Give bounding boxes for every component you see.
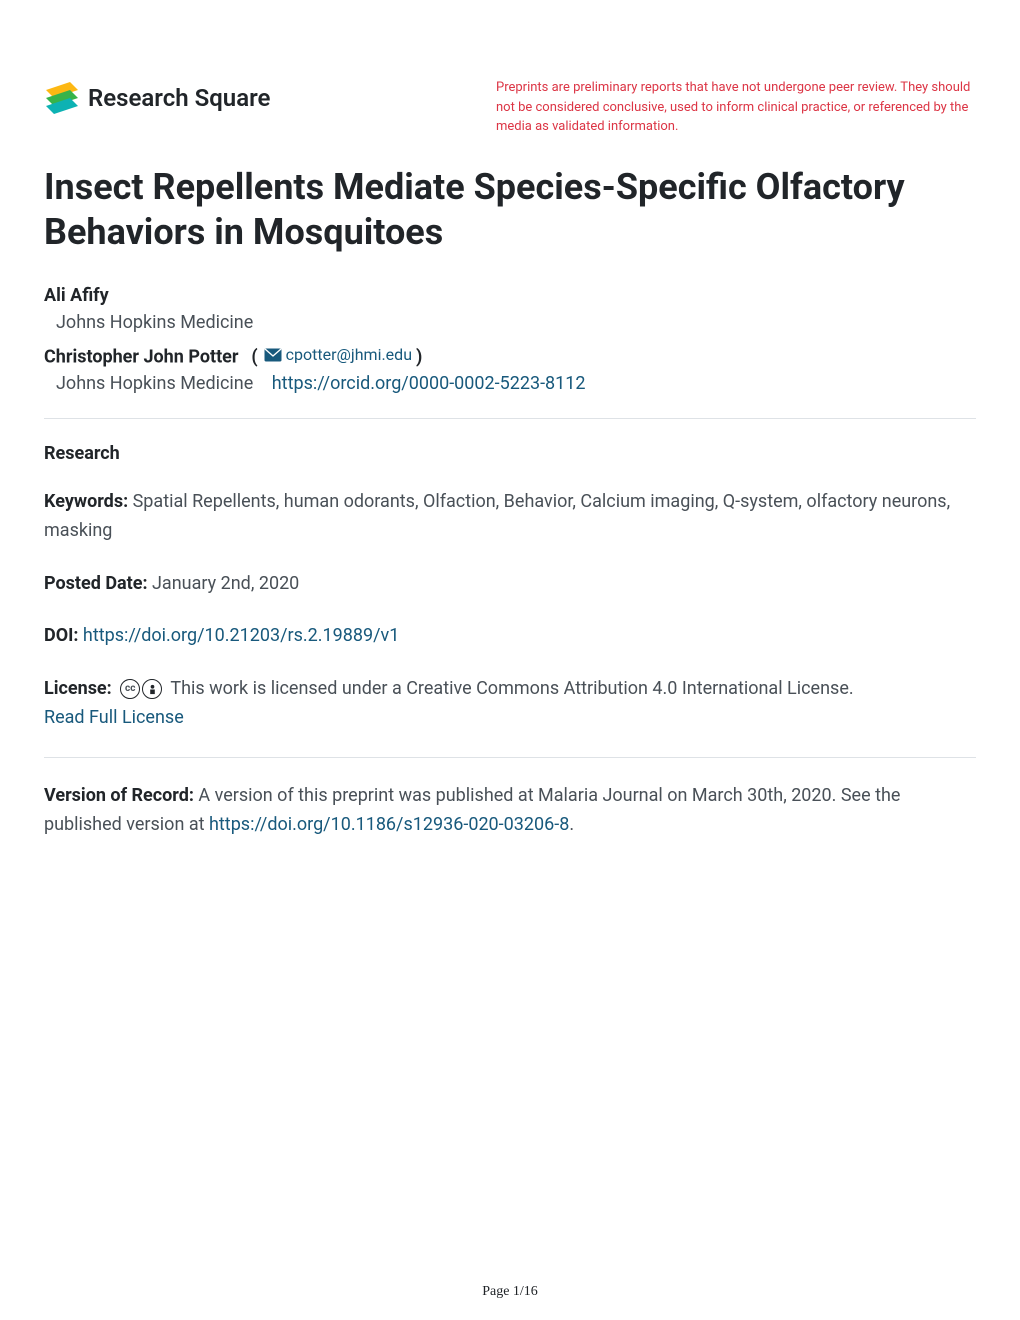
author-name: Ali Afify xyxy=(44,285,976,306)
version-text-after: . xyxy=(569,814,574,835)
brand-logo[interactable]: Research Square xyxy=(44,80,270,116)
doi-label: DOI: xyxy=(44,625,78,646)
orcid-link[interactable]: https://orcid.org/0000-0002-5223-8112 xyxy=(272,373,586,394)
doi-row: DOI: https://doi.org/10.21203/rs.2.19889… xyxy=(44,622,976,651)
version-doi-link[interactable]: https://doi.org/10.1186/s12936-020-03206… xyxy=(209,814,569,835)
license-row: License: cc This work is licensed under … xyxy=(44,675,976,733)
author-block: Ali Afify Johns Hopkins Medicine xyxy=(44,285,976,333)
page-number: Page 1/16 xyxy=(482,1284,538,1300)
license-full-link[interactable]: Read Full License xyxy=(44,707,184,728)
article-type: Research xyxy=(44,443,976,464)
keywords-row: Keywords: Spatial Repellents, human odor… xyxy=(44,488,976,546)
email-close-paren: ) xyxy=(416,346,422,367)
posted-date-value: January 2nd, 2020 xyxy=(152,573,299,594)
version-of-record-row: Version of Record: A version of this pre… xyxy=(44,782,976,840)
author-affiliation-row: Johns Hopkins Medicine https://orcid.org… xyxy=(56,373,976,394)
license-label: License: xyxy=(44,678,112,699)
author-affiliation: Johns Hopkins Medicine xyxy=(56,373,253,394)
keywords-label: Keywords: xyxy=(44,491,128,512)
header-row: Research Square Preprints are preliminar… xyxy=(44,72,976,137)
paper-title: Insect Repellents Mediate Species-Specif… xyxy=(44,165,976,255)
envelope-icon xyxy=(264,347,282,361)
author-email: cpotter@jhmi.edu xyxy=(286,345,412,364)
doi-link[interactable]: https://doi.org/10.21203/rs.2.19889/v1 xyxy=(83,625,399,646)
keywords-value: Spatial Repellents, human odorants, Olfa… xyxy=(44,491,950,541)
logo-mark-icon xyxy=(44,80,80,116)
by-icon xyxy=(142,679,162,699)
cc-icons: cc xyxy=(120,679,162,699)
divider xyxy=(44,418,976,419)
authors-section: Ali Afify Johns Hopkins Medicine Christo… xyxy=(44,285,976,395)
license-text: This work is licensed under a Creative C… xyxy=(170,678,853,699)
email-open-paren: ( xyxy=(242,346,257,367)
posted-date-row: Posted Date: January 2nd, 2020 xyxy=(44,570,976,599)
author-affiliation: Johns Hopkins Medicine xyxy=(56,312,976,333)
author-block: Christopher John Potter ( cpotter@jhmi.e… xyxy=(44,345,976,395)
author-name: Christopher John Potter xyxy=(44,346,238,367)
corresponding-email[interactable]: cpotter@jhmi.edu xyxy=(262,345,412,364)
posted-date-label: Posted Date: xyxy=(44,573,148,594)
version-label: Version of Record: xyxy=(44,785,194,806)
cc-icon: cc xyxy=(120,679,140,699)
preprint-disclaimer: Preprints are preliminary reports that h… xyxy=(496,78,976,137)
divider xyxy=(44,757,976,758)
brand-name: Research Square xyxy=(88,84,270,112)
